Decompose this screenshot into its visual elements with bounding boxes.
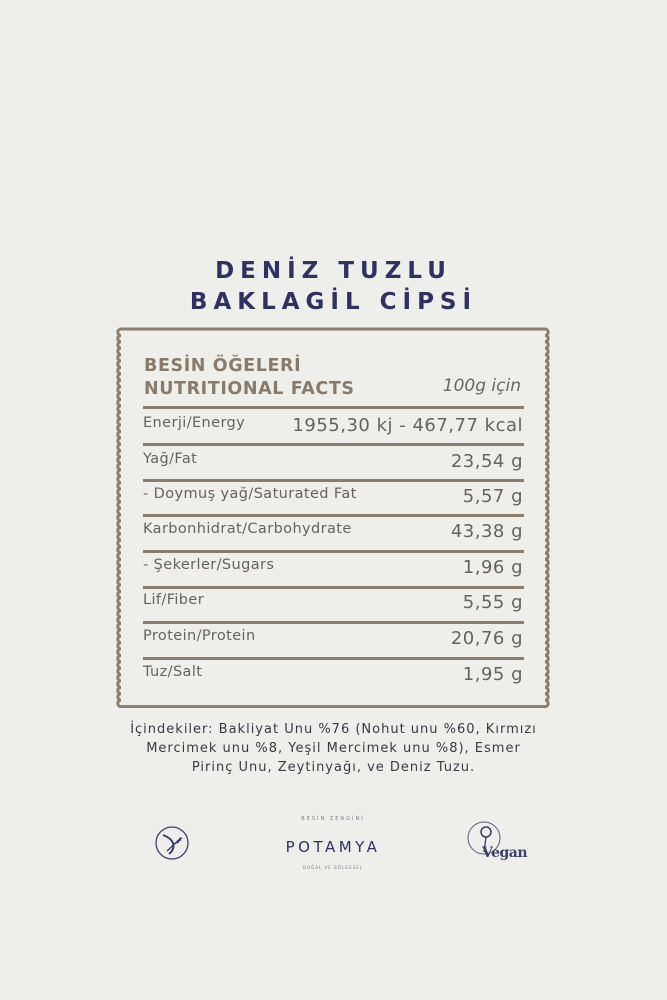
nutrient-label: Tuz/Salt: [143, 664, 203, 680]
ingredients: İçindekiler: Bakliyat Unu %76 (Nohut unu…: [0, 720, 667, 777]
nutrition-row: Protein/Protein 20,76 g: [143, 628, 523, 664]
nutrient-value: 5,57 g: [462, 486, 523, 507]
nutrient-value: 43,38 g: [450, 521, 523, 542]
nutrient-value: 20,76 g: [450, 628, 523, 649]
nutrient-label: Enerji/Energy: [143, 415, 246, 431]
nutrition-row: Lif/Fiber 5,55 g: [143, 592, 523, 628]
nutrient-label: Lif/Fiber: [143, 592, 205, 608]
product-title-line1: DENİZ TUZLU: [215, 258, 452, 284]
nutrition-row: Karbonhidrat/Carbohydrate 43,38 g: [143, 521, 523, 557]
nutrient-label: Protein/Protein: [143, 628, 256, 644]
nutrition-row: - Doymuş yağ/Saturated Fat 5,57 g: [143, 486, 523, 522]
vegan-label: Vegan: [482, 845, 528, 861]
row-divider: [143, 657, 524, 660]
frame-border: [116, 327, 550, 708]
nutrition-row: Enerji/Energy 1955,30 kj - 467,77 kcal: [143, 415, 523, 451]
nutrient-value: 1955,30 kj - 467,77 kcal: [292, 415, 523, 436]
ingredients-line: Mercimek unu %8, Yeşil Mercimek unu %8),…: [146, 741, 521, 756]
row-divider: [143, 550, 524, 553]
product-title-line2: BAKLAGİL CİPSİ: [189, 289, 478, 315]
row-divider: [143, 621, 524, 624]
row-divider: [143, 514, 524, 517]
brand-subtitle: DOĞAL VE BÖLGESEL: [302, 865, 364, 870]
scalloped-frame: [116, 327, 550, 708]
row-divider: [143, 479, 524, 482]
per-amount: 100g için: [442, 376, 521, 396]
vegan-icon: Vegan: [466, 820, 528, 868]
ingredients-line: İçindekiler: Bakliyat Unu %76 (Nohut unu…: [130, 722, 537, 737]
nutrient-label: Karbonhidrat/Carbohydrate: [143, 521, 352, 537]
row-divider: [143, 406, 524, 409]
nutrient-label: - Şekerler/Sugars: [143, 557, 275, 573]
table-heading-tr: BESİN ÖĞELERİ: [144, 356, 302, 376]
nutrition-row: - Şekerler/Sugars 1,96 g: [143, 557, 523, 593]
nutrient-value: 1,95 g: [462, 664, 523, 685]
ingredients-line: Pirinç Unu, Zeytinyağı, ve Deniz Tuzu.: [191, 760, 476, 775]
row-divider: [143, 586, 524, 589]
nutrient-label: - Doymuş yağ/Saturated Fat: [143, 486, 357, 502]
brand-name: POTAMYA: [285, 838, 381, 856]
brand-logo: BESİN ZENGİNİ POTAMYA DOĞAL VE BÖLGESEL: [263, 816, 403, 870]
row-divider: [143, 443, 524, 446]
gluten-free-icon: [155, 826, 189, 860]
table-heading-en: NUTRITIONAL FACTS: [144, 379, 355, 399]
nutrition-row: Tuz/Salt 1,95 g: [143, 664, 523, 700]
nutrient-value: 23,54 g: [450, 451, 523, 472]
nutrition-row: Yağ/Fat 23,54 g: [143, 451, 523, 487]
nutrient-label: Yağ/Fat: [143, 451, 198, 467]
nutrient-value: 5,55 g: [462, 592, 523, 613]
nutrient-value: 1,96 g: [462, 557, 523, 578]
brand-arc-text: BESİN ZENGİNİ: [301, 816, 365, 822]
